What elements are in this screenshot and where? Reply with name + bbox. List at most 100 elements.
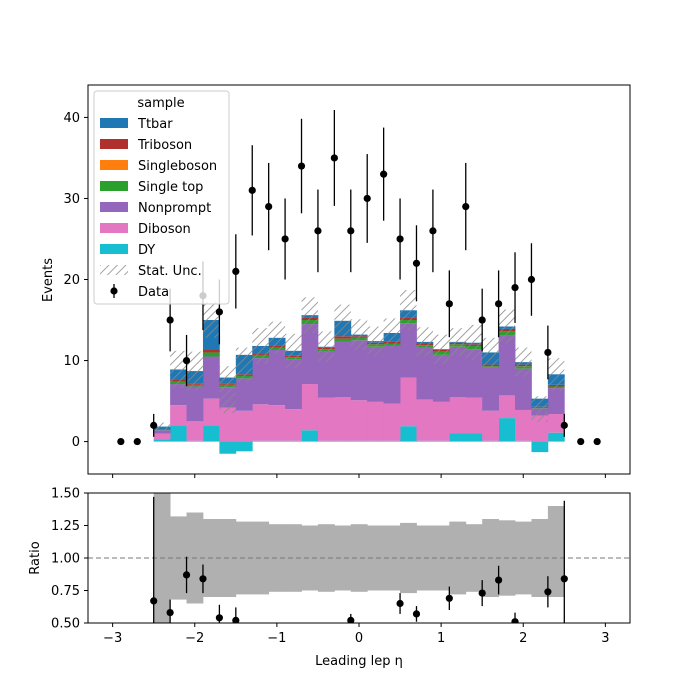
ratio-y-ticks: 0.50 0.75 1.00 1.25 1.50	[51, 487, 88, 632]
data-point	[412, 259, 421, 267]
bar-diboson	[252, 404, 270, 441]
ratio-point	[166, 609, 174, 617]
bar-dy	[449, 433, 467, 442]
stat-unc-band	[400, 290, 417, 331]
bar-dy	[219, 441, 237, 454]
main-panel: 0 10 20 30 40 Events	[41, 84, 631, 478]
stat-unc-band	[515, 347, 532, 377]
bar-nonprompt	[449, 346, 467, 398]
bar-dy	[301, 430, 319, 442]
bar-dy	[235, 441, 253, 452]
stat-unc-band	[367, 326, 384, 356]
data-point	[577, 437, 585, 446]
data-point	[544, 348, 552, 357]
stat-unc-band	[432, 334, 450, 364]
bar-diboson	[219, 407, 237, 442]
bar-diboson	[482, 410, 500, 441]
bar-single-top	[202, 352, 220, 357]
data-point	[462, 202, 470, 211]
ratio-point	[445, 594, 453, 602]
legend-label-ttbar: Ttbar	[137, 117, 173, 132]
ratio-point	[396, 599, 404, 608]
bar-nonprompt	[416, 347, 434, 400]
legend-swatch-diboson	[100, 223, 128, 233]
ratio-point	[511, 618, 519, 623]
legend-label-triboson: Triboson	[137, 138, 192, 153]
data-point	[363, 194, 371, 203]
legend-swatch-nonprompt	[100, 202, 128, 212]
ratio-plot-area	[88, 493, 630, 623]
ratio-y-tick-label: 1.25	[51, 519, 80, 534]
bar-diboson	[465, 397, 483, 434]
ratio-point	[495, 576, 503, 584]
ratio-unc-band	[301, 525, 319, 591]
stat-unc-band	[383, 318, 401, 348]
ratio-x-tick-label: 0	[355, 631, 363, 646]
bar-dy	[465, 433, 483, 442]
bar-nonprompt	[367, 346, 385, 402]
ratio-point	[150, 597, 158, 605]
bar-dy	[202, 425, 220, 442]
ratio-point	[412, 610, 421, 618]
bar-diboson	[186, 421, 204, 441]
bar-diboson	[367, 401, 385, 441]
bar-nonprompt	[383, 345, 401, 404]
bar-diboson	[153, 433, 171, 440]
bar-dy	[400, 426, 417, 442]
data-point	[527, 275, 536, 284]
legend-label-stat-unc: Stat. Unc.	[138, 264, 202, 279]
ratio-unc-band	[317, 524, 335, 592]
bar-nonprompt	[317, 351, 335, 398]
bar-dy	[367, 440, 385, 442]
legend-swatch-triboson	[100, 139, 128, 149]
stat-unc-band	[170, 350, 187, 389]
bar-dy	[268, 440, 286, 442]
bar-diboson	[268, 405, 286, 441]
bar-nonprompt	[153, 430, 171, 434]
bar-diboson	[515, 409, 532, 441]
ratio-y-tick-label: 0.75	[51, 584, 80, 599]
stat-unc-band	[498, 309, 516, 344]
stat-unc-band	[547, 358, 565, 391]
ratio-point	[199, 575, 207, 583]
bar-nonprompt	[547, 388, 565, 415]
bar-dy	[383, 440, 401, 442]
bar-dy	[531, 441, 549, 453]
bar-diboson	[547, 414, 565, 433]
ratio-x-label: Leading lep η	[315, 654, 403, 669]
ratio-unc-band	[547, 506, 565, 597]
stat-unc-band	[317, 331, 335, 363]
ratio-x-tick-label: −2	[185, 631, 204, 646]
main-y-tick-label: 0	[72, 435, 80, 450]
bar-dy	[285, 440, 302, 442]
data-point	[248, 186, 256, 194]
legend-swatch-dy	[100, 244, 128, 254]
stat-unc-band	[482, 337, 499, 368]
stat-unc-band	[334, 304, 351, 338]
stat-unc-band	[449, 328, 466, 356]
data-point	[314, 227, 322, 235]
bar-dy	[186, 440, 204, 442]
legend-label-data: Data	[138, 285, 169, 300]
stat-unc-band	[416, 327, 433, 357]
bar-nonprompt	[285, 359, 302, 410]
data-point	[265, 202, 273, 211]
data-point	[478, 316, 486, 324]
legend-swatch-single-top	[100, 181, 128, 191]
data-point	[445, 300, 453, 308]
data-point	[182, 356, 191, 365]
ratio-unc-band	[367, 525, 385, 591]
ratio-point	[544, 588, 552, 596]
data-point	[429, 227, 437, 235]
bar-nonprompt	[400, 323, 417, 378]
bar-nonprompt	[432, 354, 450, 402]
bar-nonprompt	[498, 335, 516, 396]
ratio-point	[232, 616, 240, 623]
legend-data-marker	[110, 287, 118, 295]
bar-dy	[170, 425, 187, 442]
main-x-ticks	[112, 474, 606, 478]
bar-nonprompt	[301, 324, 319, 385]
data-point	[495, 300, 503, 308]
ratio-point	[347, 616, 355, 623]
